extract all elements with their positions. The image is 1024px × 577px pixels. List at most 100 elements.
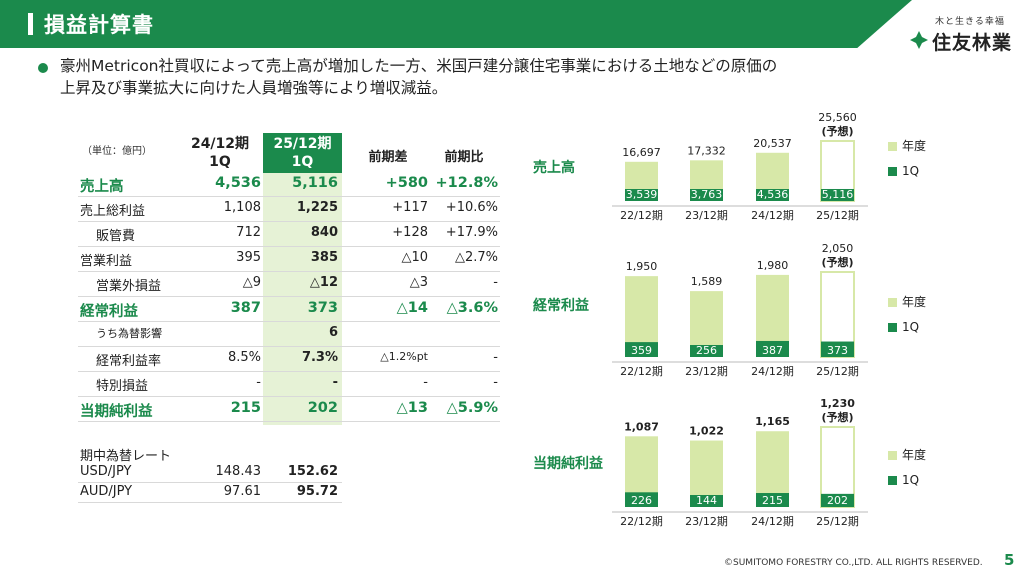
legend-swatch-annual (888, 298, 897, 307)
logo-tagline: 木と生きる幸福 (935, 17, 1005, 27)
bar-annual-forecast (820, 426, 855, 508)
col-header-prev: 24/12期 1Q (180, 135, 260, 171)
cell-ratio: - (493, 375, 498, 390)
cell-diff: △13 (396, 400, 428, 416)
forecast-note: (予想) (821, 124, 853, 138)
legend-annual: 年度 (902, 447, 926, 462)
row-label: 特別損益 (96, 379, 149, 394)
bar-annual-label: 1,589 (691, 275, 723, 288)
cell-curr: 202 (307, 400, 338, 416)
cell-prev: 215 (230, 400, 261, 416)
bar-1q-label: 3,763 (691, 188, 723, 201)
bar-1q (821, 188, 854, 201)
header-accent-bar (28, 13, 33, 35)
table-row: 特別損益 - - - - (78, 372, 500, 397)
col-header-ratio: 前期比 (444, 150, 484, 165)
fx-rate-row: AUD/JPY 97.61 95.72 (78, 483, 342, 503)
summary-line-1: 豪州Metricon社買収によって売上高が増加した一方、米国戸建分譲住宅事業にお… (60, 57, 778, 75)
cell-curr: 6 (328, 325, 338, 340)
logo-icon (910, 31, 928, 49)
bar-1q-label: 373 (827, 344, 848, 357)
row-label: 経常利益率 (96, 354, 162, 369)
bar-1q-label: 359 (631, 344, 652, 357)
bar-1q (625, 189, 658, 201)
cell-prev: 4,536 (215, 175, 261, 191)
bar-1q-label: 226 (631, 494, 652, 507)
cell-ratio: +12.8% (435, 175, 498, 191)
cell-diff: △10 (401, 250, 428, 265)
table-row: うち為替影響 6 (78, 322, 500, 347)
cell-prev: - (256, 375, 261, 390)
bar-annual-label: 25,560 (818, 111, 857, 124)
bar-1q-label: 4,536 (757, 188, 789, 201)
bullet-icon (38, 63, 48, 73)
legend-swatch-annual (888, 142, 897, 151)
fx-rate-row: USD/JPY 148.43 152.62 (78, 463, 342, 483)
category-label: 24/12期 (751, 515, 794, 528)
bar-1q (690, 345, 723, 357)
bar-annual-label: 2,050 (822, 242, 854, 255)
cell-curr: 7.3% (301, 350, 338, 365)
cell-diff: △3 (409, 275, 428, 290)
fx-prev: 148.43 (215, 464, 262, 479)
bar-1q (756, 189, 789, 201)
bar-1q-label: 215 (762, 494, 783, 507)
row-label: うち為替影響 (96, 327, 162, 340)
col-header-diff: 前期差 (368, 150, 408, 165)
table-row: 当期純利益 215 202 △13 △5.9% (78, 397, 500, 422)
table-row: 経常利益率 8.5% 7.3% △1.2%pt - (78, 347, 500, 372)
bar-1q (821, 493, 854, 507)
category-label: 25/12期 (816, 365, 859, 378)
cell-diff: △14 (396, 300, 428, 316)
bar-annual-label: 1,950 (626, 260, 658, 273)
legend-annual: 年度 (902, 294, 926, 309)
bar-1q-label: 387 (762, 344, 783, 357)
table-row: 売上高 4,536 5,116 +580 +12.8% (78, 172, 500, 197)
col-header-curr: 25/12期 1Q (263, 135, 342, 171)
cell-diff: +128 (392, 225, 428, 240)
legend-swatch-1q (888, 167, 897, 176)
cell-ratio: - (493, 275, 498, 290)
bar-annual-label: 1,022 (689, 425, 724, 438)
bar-annual-label: 1,087 (624, 420, 659, 433)
cell-curr: - (332, 375, 338, 390)
copyright: ©SUMITOMO FORESTRY CO.,LTD. ALL RIGHTS R… (724, 558, 983, 568)
bar-1q (756, 340, 789, 357)
logo-name: 住友林業 (932, 32, 1013, 54)
legend-swatch-1q (888, 476, 897, 485)
cell-ratio: - (493, 350, 498, 365)
row-label: 経常利益 (80, 304, 138, 320)
cell-prev: △9 (242, 275, 261, 290)
bar-annual-label: 17,332 (687, 144, 726, 157)
fx-curr: 152.62 (287, 464, 338, 479)
bar-1q (625, 342, 658, 357)
category-label: 22/12期 (620, 365, 663, 378)
cell-curr: 5,116 (292, 175, 338, 191)
table-row: 販管費 712 840 +128 +17.9% (78, 222, 500, 247)
bar-annual-label: 1,165 (755, 415, 790, 428)
bar-1q (625, 492, 658, 507)
bar-1q-label: 5,116 (822, 188, 854, 201)
row-label: 販管費 (96, 229, 136, 244)
cell-prev: 8.5% (227, 350, 261, 365)
bar-1q-label: 256 (696, 344, 717, 357)
category-label: 23/12期 (685, 515, 728, 528)
category-label: 22/12期 (620, 515, 663, 528)
category-label: 25/12期 (816, 515, 859, 528)
cell-prev: 712 (236, 225, 261, 240)
current-period-highlight (263, 133, 342, 425)
bar-annual-label: 20,537 (753, 137, 792, 150)
table-row: 経常利益 387 373 △14 △3.6% (78, 297, 500, 322)
legend-1q: 1Q (902, 473, 919, 487)
cell-prev: 1,108 (223, 200, 261, 215)
cell-prev: 387 (230, 300, 261, 316)
row-label: 営業外損益 (96, 279, 162, 294)
bar-1q (821, 341, 854, 357)
fx-label: AUD/JPY (80, 484, 133, 499)
forecast-note: (予想) (821, 410, 853, 424)
col-header-prev-line2: 1Q (209, 154, 231, 170)
table-row: 売上総利益 1,108 1,225 +117 +10.6% (78, 197, 500, 222)
cell-curr: △12 (309, 275, 338, 290)
category-label: 22/12期 (620, 209, 663, 222)
bar-annual-label: 1,230 (820, 397, 855, 410)
